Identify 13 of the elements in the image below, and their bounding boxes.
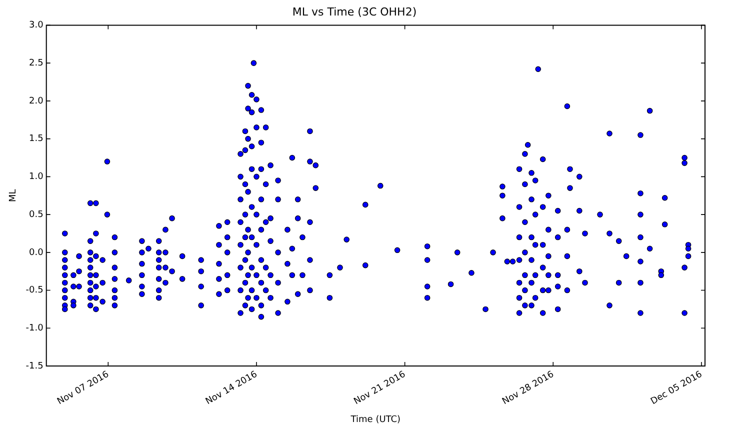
y-tick-label: 1.5 <box>29 134 44 144</box>
y-tick-label: -0.5 <box>26 286 44 296</box>
chart-title: ML vs Time (3C OHH2) <box>292 5 417 18</box>
y-tick-label: 2.5 <box>29 58 44 68</box>
x-axis-title: Time (UTC) <box>350 414 401 425</box>
y-tick-label: 2.0 <box>29 96 44 106</box>
y-tick-label: 1.0 <box>29 172 44 182</box>
y-tick-label: 3.0 <box>29 20 44 31</box>
y-tick-label: -1.5 <box>26 361 44 372</box>
y-tick-label: 0.0 <box>29 248 44 258</box>
y-tick-label: 0.5 <box>29 210 44 220</box>
y-axis-title: ML <box>8 189 19 202</box>
y-tick-label: -1.0 <box>26 324 44 334</box>
